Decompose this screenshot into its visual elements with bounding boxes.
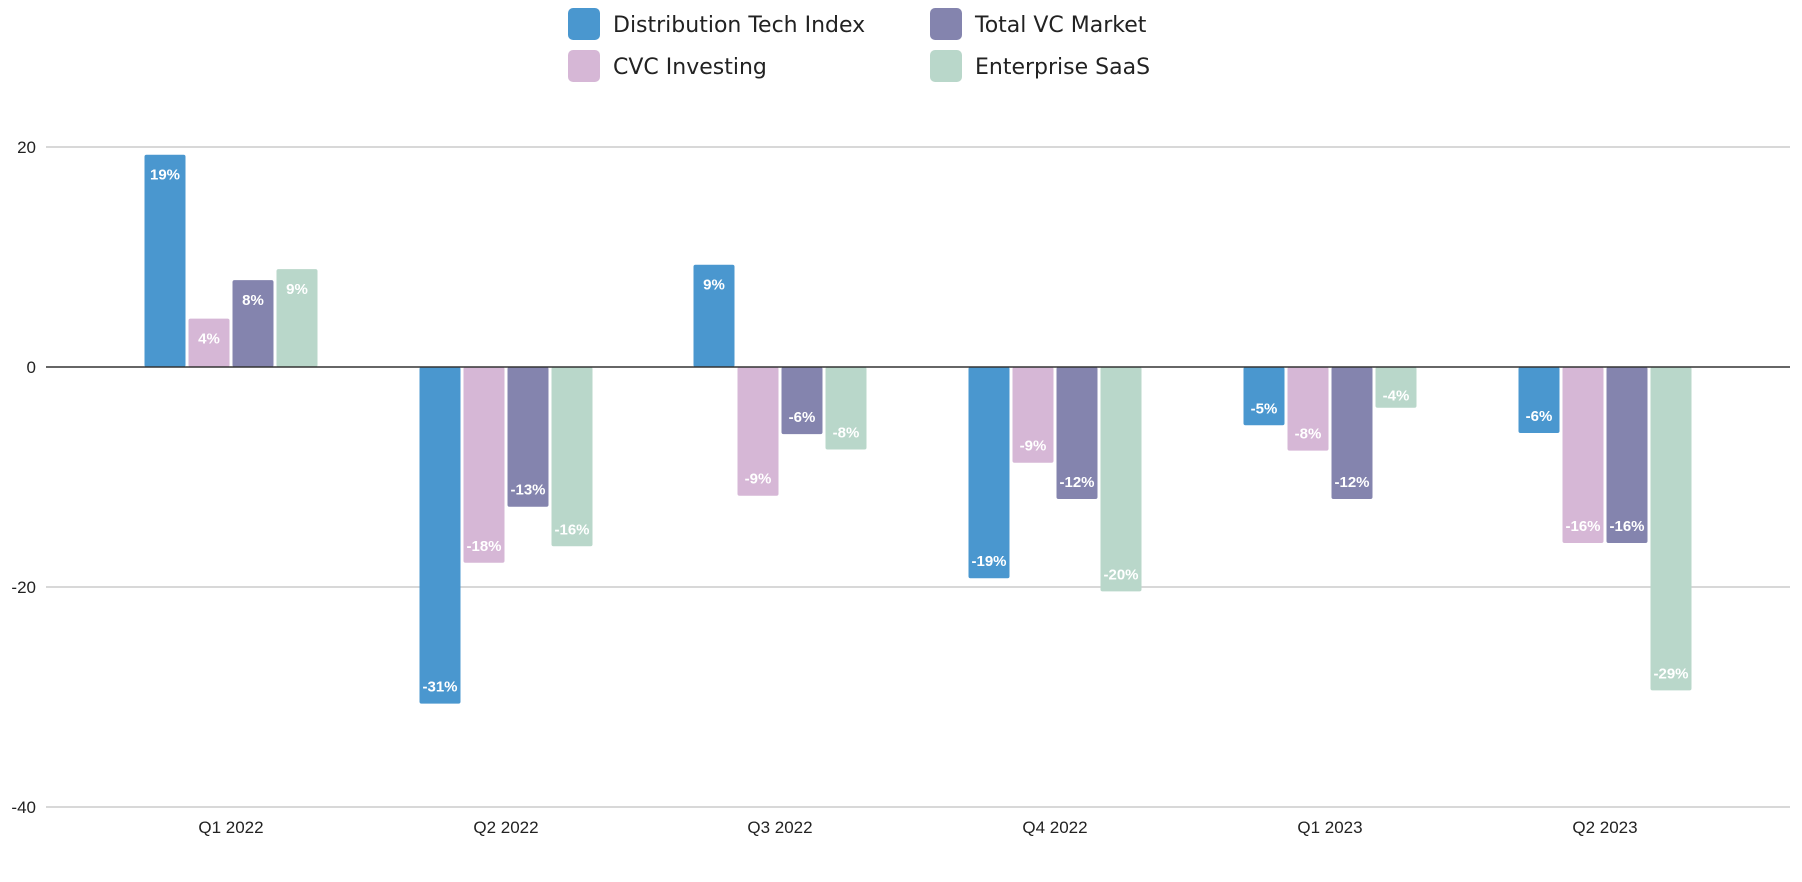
- x-tick-label: Q1 2022: [198, 818, 263, 837]
- data-label: -9%: [745, 471, 772, 488]
- data-label: 8%: [242, 292, 264, 309]
- data-label: 19%: [150, 167, 180, 184]
- bar: [825, 367, 867, 450]
- gridlines: [46, 146, 1790, 808]
- legend-label: Distribution Tech Index: [613, 13, 865, 38]
- data-label: -5%: [1251, 400, 1278, 417]
- data-label: 4%: [198, 331, 220, 348]
- y-tick-label: 20: [17, 138, 36, 157]
- data-label: -19%: [971, 553, 1006, 570]
- bar: [737, 367, 779, 496]
- bar: [507, 367, 549, 507]
- bar: [1375, 367, 1417, 408]
- bar: [1331, 367, 1373, 499]
- bar: [1287, 367, 1329, 451]
- data-label: -13%: [510, 482, 545, 499]
- x-tick-label: Q4 2022: [1022, 818, 1087, 837]
- x-tick-label: Q1 2023: [1297, 818, 1362, 837]
- bar: [188, 318, 230, 367]
- bar: [1650, 367, 1692, 691]
- bar: [1562, 367, 1604, 543]
- bar: [463, 367, 505, 563]
- data-label: -6%: [789, 409, 816, 426]
- data-label: -8%: [1295, 426, 1322, 443]
- legend-swatch: [568, 50, 600, 82]
- y-tick-label: -40: [11, 798, 36, 817]
- bar: [276, 269, 318, 367]
- bar: [1056, 367, 1098, 499]
- bar: [1243, 367, 1285, 426]
- bar: [781, 367, 823, 435]
- data-label: -16%: [554, 521, 589, 538]
- bar: [1518, 367, 1560, 433]
- bar: [144, 154, 186, 367]
- x-tick-label: Q2 2023: [1572, 818, 1637, 837]
- y-tick-label: 0: [27, 358, 36, 377]
- legend-item: Enterprise SaaS: [930, 50, 1150, 82]
- data-label: -20%: [1103, 566, 1138, 583]
- bar: [1100, 367, 1142, 592]
- data-label: 9%: [286, 281, 308, 298]
- data-label: -31%: [422, 679, 457, 696]
- legend-swatch: [568, 8, 600, 40]
- legend-swatch: [930, 50, 962, 82]
- bar: [693, 264, 735, 367]
- legend-label: Total VC Market: [974, 13, 1147, 38]
- legend-swatch: [930, 8, 962, 40]
- legend-item: Distribution Tech Index: [568, 8, 865, 40]
- data-labels: 19% -31% 9% -19% -5% -6% 4% -18% -9% -9% -8% -16% 8%…: [150, 167, 1689, 696]
- x-tick-label: Q2 2022: [473, 818, 538, 837]
- data-label: -4%: [1383, 387, 1410, 404]
- bar: [1606, 367, 1648, 543]
- data-label: -9%: [1020, 438, 1047, 455]
- data-label: 9%: [703, 277, 725, 294]
- bar: [419, 367, 461, 704]
- legend-label: Enterprise SaaS: [975, 55, 1150, 80]
- legend: Distribution Tech Index CVC Investing Tota…: [568, 8, 1150, 82]
- bar: [1012, 367, 1054, 463]
- data-label: -16%: [1609, 518, 1644, 535]
- bar: [232, 280, 274, 367]
- data-label: -6%: [1526, 408, 1553, 425]
- data-label: -18%: [466, 538, 501, 555]
- data-label: -8%: [833, 425, 860, 442]
- data-label: -29%: [1653, 665, 1688, 682]
- data-label: -12%: [1059, 474, 1094, 491]
- x-tick-label: Q3 2022: [747, 818, 812, 837]
- legend-item: Total VC Market: [930, 8, 1147, 40]
- y-tick-label: -20: [11, 578, 36, 597]
- bar: [968, 367, 1010, 579]
- legend-item: CVC Investing: [568, 50, 767, 82]
- axis-labels: 20 0 -20 -40 Q1 2022 Q2 2022 Q3 2022 Q4 2022 Q1 …: [11, 138, 1637, 837]
- data-label: -16%: [1565, 518, 1600, 535]
- bar: [551, 367, 593, 547]
- bars: [144, 154, 1692, 704]
- data-label: -12%: [1334, 474, 1369, 491]
- legend-label: CVC Investing: [613, 55, 767, 80]
